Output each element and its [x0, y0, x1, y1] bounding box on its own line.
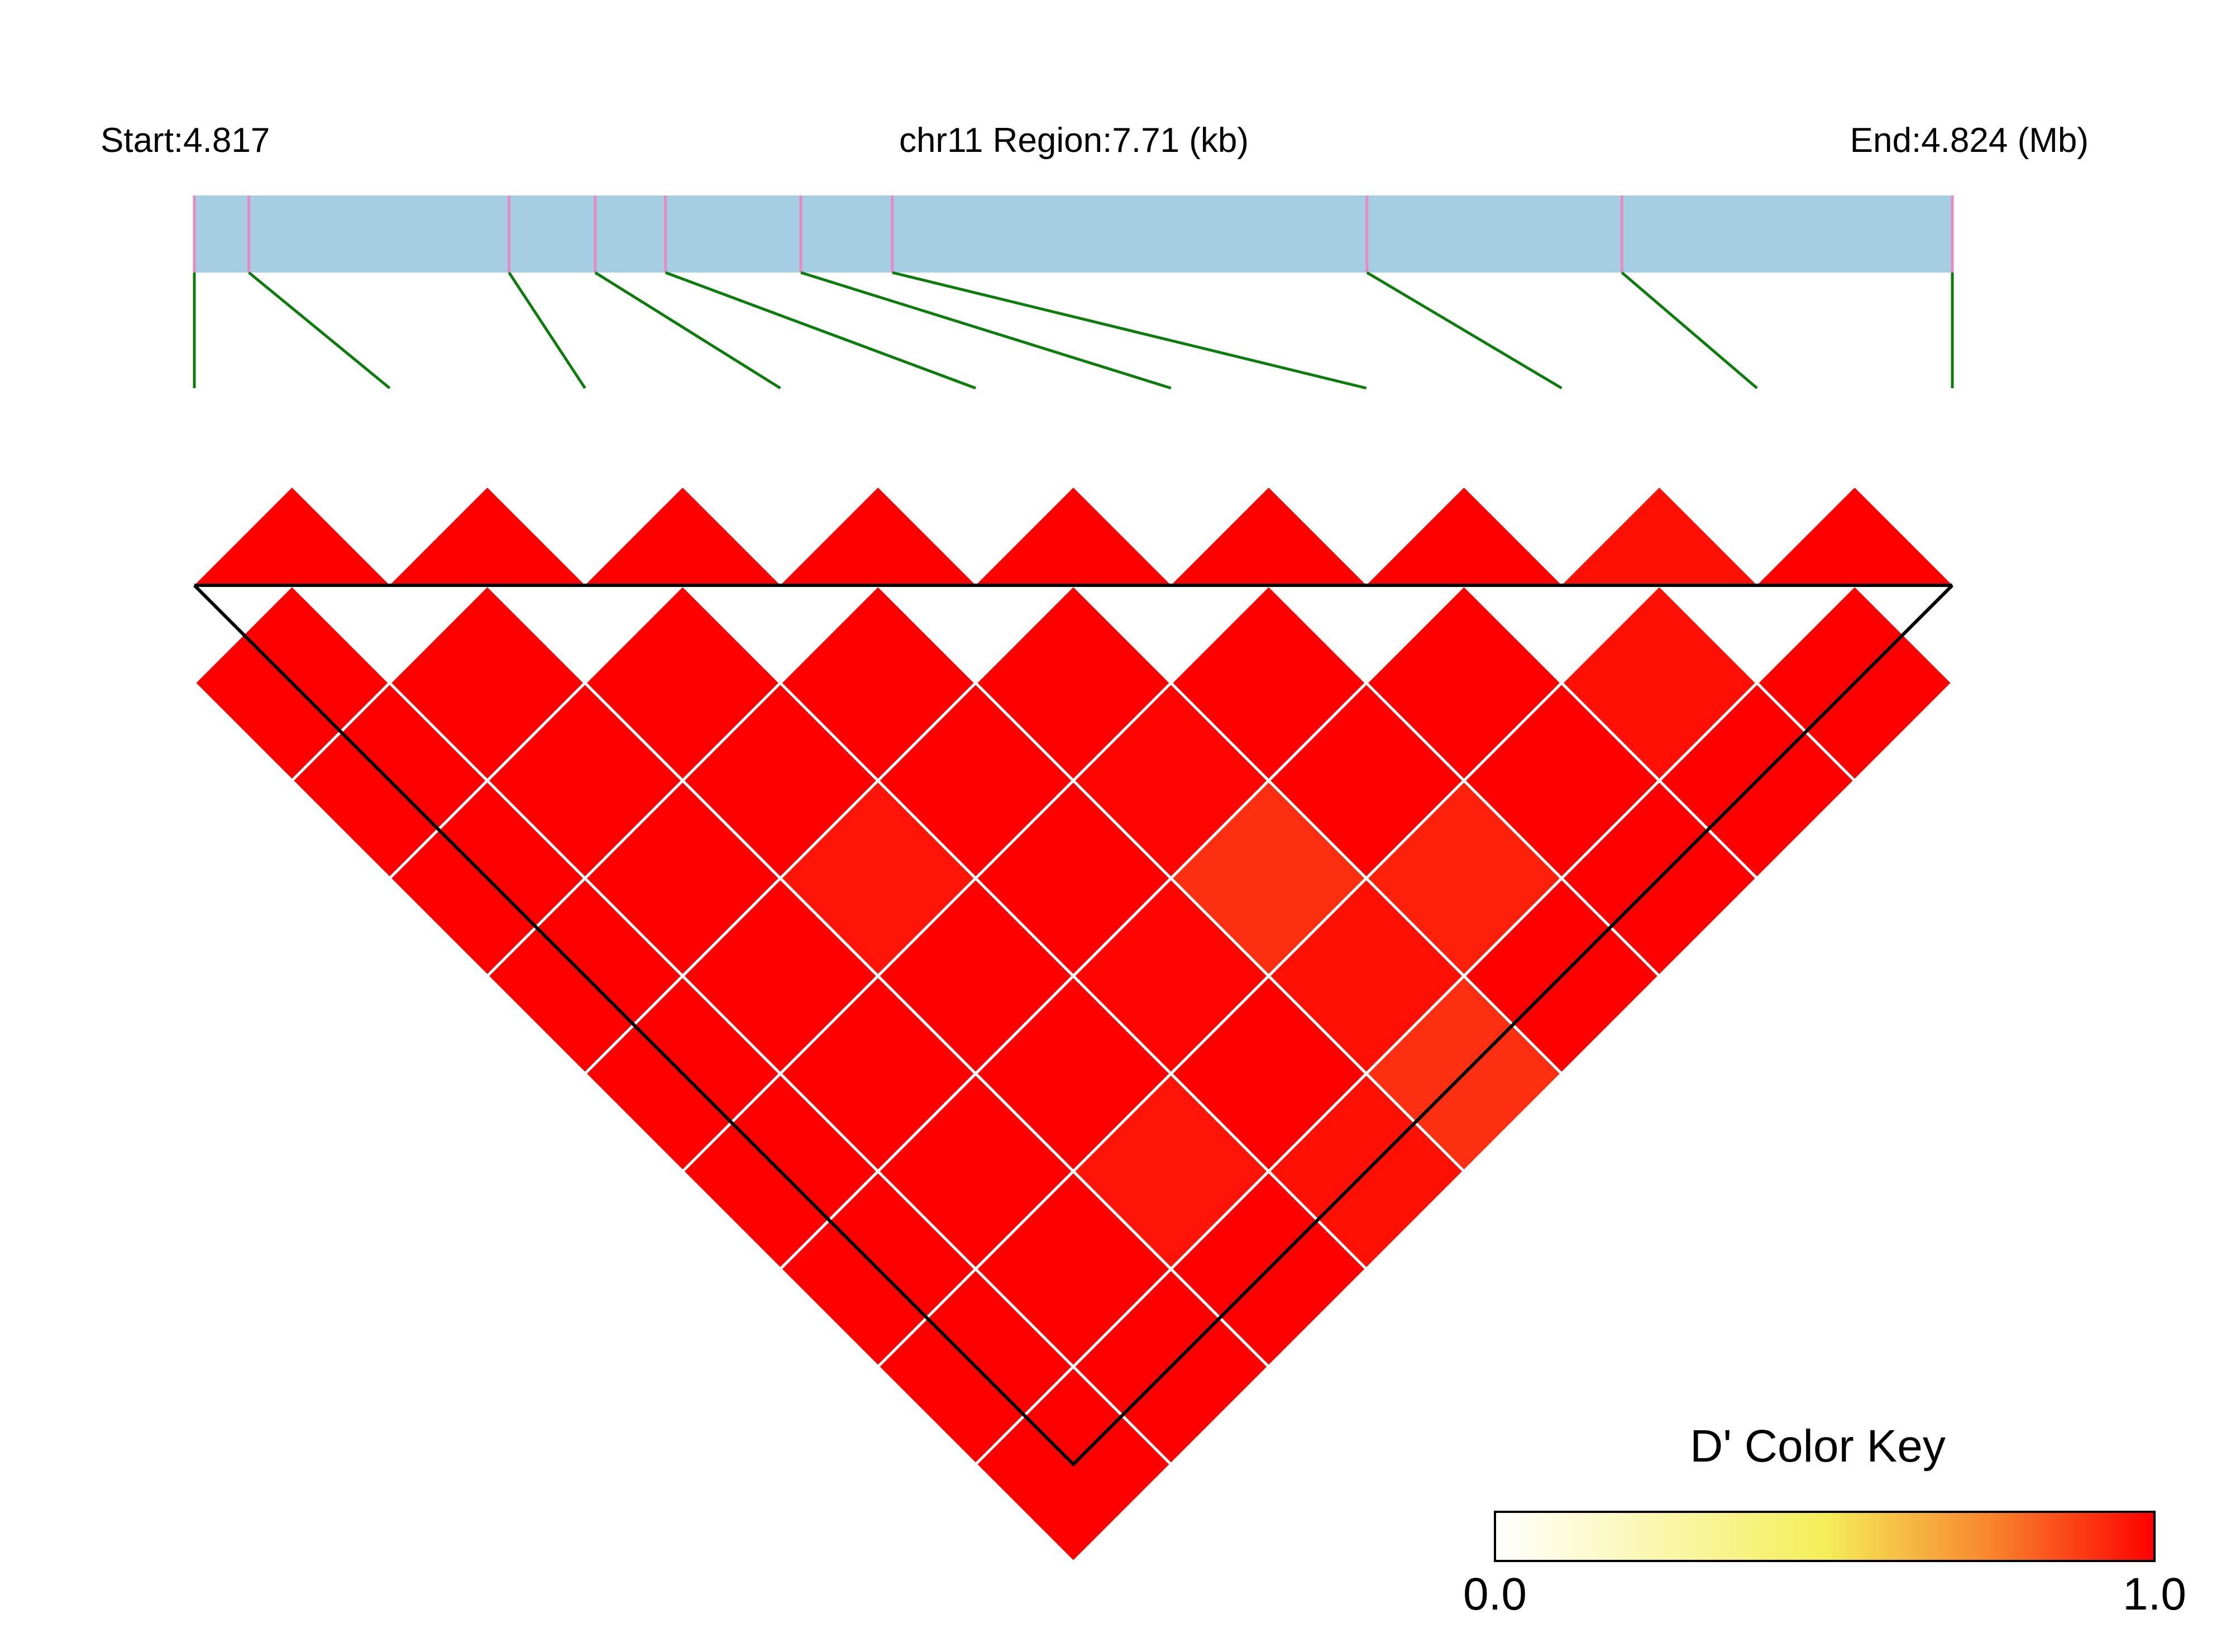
- ld-cap-3-4: [585, 488, 781, 585]
- snp-connector: [248, 271, 391, 389]
- triangle-edges: [193, 584, 1954, 1467]
- ld-cap-4-5: [780, 488, 976, 585]
- snp-connector: [1366, 271, 1563, 390]
- ld-cap-8-9: [1561, 488, 1757, 585]
- snp-connector: [665, 271, 976, 390]
- region-bar: [194, 195, 1952, 273]
- snp-ticks: [193, 195, 1954, 273]
- ld-cap-7-8: [1366, 488, 1562, 585]
- ld-cap-2-3: [389, 488, 585, 585]
- snp-connector: [800, 271, 1172, 390]
- ld-cap-1-2: [194, 488, 390, 585]
- color-key-gradient-bar: [1494, 1511, 2156, 1562]
- region-end-label: End:4.824 (Mb): [1850, 121, 2089, 160]
- color-key-legend: D' Color Key 0.0 1.0: [1463, 1421, 2186, 1620]
- snp-connector: [892, 271, 1367, 390]
- color-key-max-label: 1.0: [2123, 1569, 2186, 1620]
- region-start-label: Start:4.817: [101, 121, 270, 160]
- snp-connector: [508, 271, 586, 389]
- snp-connector: [1621, 271, 1758, 389]
- snp-connector: [594, 271, 781, 390]
- color-key-title: D' Color Key: [1690, 1421, 1946, 1472]
- ld-triangle-outline: [193, 584, 1954, 1467]
- ld-cells: [192, 488, 1955, 1564]
- ld-cap-9-10: [1757, 488, 1952, 585]
- ld-cap-5-6: [976, 488, 1171, 585]
- region-title-label: chr11 Region:7.71 (kb): [899, 121, 1249, 160]
- snp-connector-lines: [193, 271, 1954, 390]
- color-key-min-label: 0.0: [1463, 1569, 1527, 1620]
- ld-cap-6-7: [1171, 488, 1367, 585]
